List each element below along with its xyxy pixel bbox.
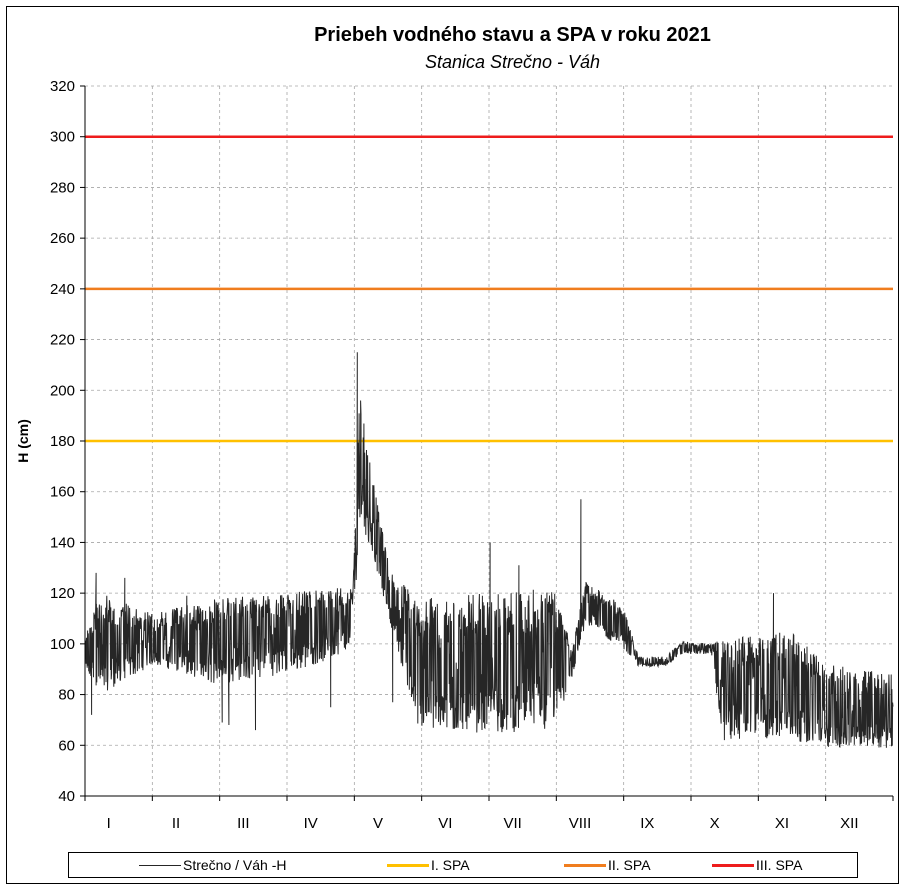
y-tick-label: 300 xyxy=(50,129,75,146)
y-tick-label: 240 xyxy=(50,281,75,298)
x-tick-label: III xyxy=(237,815,250,832)
y-tick-label: 260 xyxy=(50,230,75,247)
legend-item-spa1: I. SPA xyxy=(387,857,470,873)
y-tick-label: 60 xyxy=(58,737,75,754)
x-tick-label: V xyxy=(373,815,383,832)
series-line-water-level xyxy=(84,352,894,748)
legend-swatch-spa1 xyxy=(387,863,429,867)
y-tick-label: 140 xyxy=(50,534,75,551)
y-tick-label: 200 xyxy=(50,382,75,399)
x-tick-label: II xyxy=(172,815,180,832)
legend-item-spa2: II. SPA xyxy=(564,857,651,873)
legend-item-water-level: Strečno / Váh -H xyxy=(139,857,287,873)
y-tick-label: 220 xyxy=(50,332,75,349)
series-layer xyxy=(84,352,894,748)
legend-swatch-spa2 xyxy=(564,863,606,867)
axis-layer: 40 60 80 100 120 140 160 180 200 220 240 260 280 300 3… xyxy=(15,78,894,832)
x-tick-label: VIII xyxy=(569,815,592,832)
legend-label-water-level: Strečno / Váh -H xyxy=(183,857,287,873)
legend-label-spa2: II. SPA xyxy=(608,857,651,873)
x-tick-label: XII xyxy=(840,815,858,832)
x-tick-label: X xyxy=(710,815,720,832)
y-tick-label: 320 xyxy=(50,78,75,95)
y-tick-label: 40 xyxy=(58,788,75,805)
legend-label-spa3: III. SPA xyxy=(756,857,803,873)
y-tick-label: 160 xyxy=(50,484,75,501)
x-tick-label: VI xyxy=(438,815,452,832)
y-tick-label: 120 xyxy=(50,585,75,602)
chart-subtitle: Stanica Strečno - Váh xyxy=(424,52,601,72)
y-tick-label: 280 xyxy=(50,179,75,196)
chart-frame xyxy=(6,6,899,884)
legend-swatch-spa3 xyxy=(712,863,754,867)
legend-item-spa3: III. SPA xyxy=(712,857,802,873)
y-tick-label: 180 xyxy=(50,433,75,450)
y-tick-label: 100 xyxy=(50,636,75,653)
chart-title: Priebeh vodného stavu a SPA v roku 2021 xyxy=(314,24,711,46)
x-tick-label: IV xyxy=(304,815,318,832)
legend-swatch-water-level xyxy=(139,864,181,866)
x-tick-label: XI xyxy=(775,815,789,832)
y-tick-label: 80 xyxy=(58,687,75,704)
x-tick-label: IX xyxy=(640,815,654,832)
legend-label-spa1: I. SPA xyxy=(431,857,470,873)
threshold-layer xyxy=(85,135,893,443)
x-tick-label: I xyxy=(107,815,111,832)
y-axis-label: H (cm) xyxy=(15,419,31,463)
legend: Strečno / Váh -H I. SPA II. SPA III. SPA xyxy=(68,852,858,878)
x-tick-label: VII xyxy=(503,815,521,832)
